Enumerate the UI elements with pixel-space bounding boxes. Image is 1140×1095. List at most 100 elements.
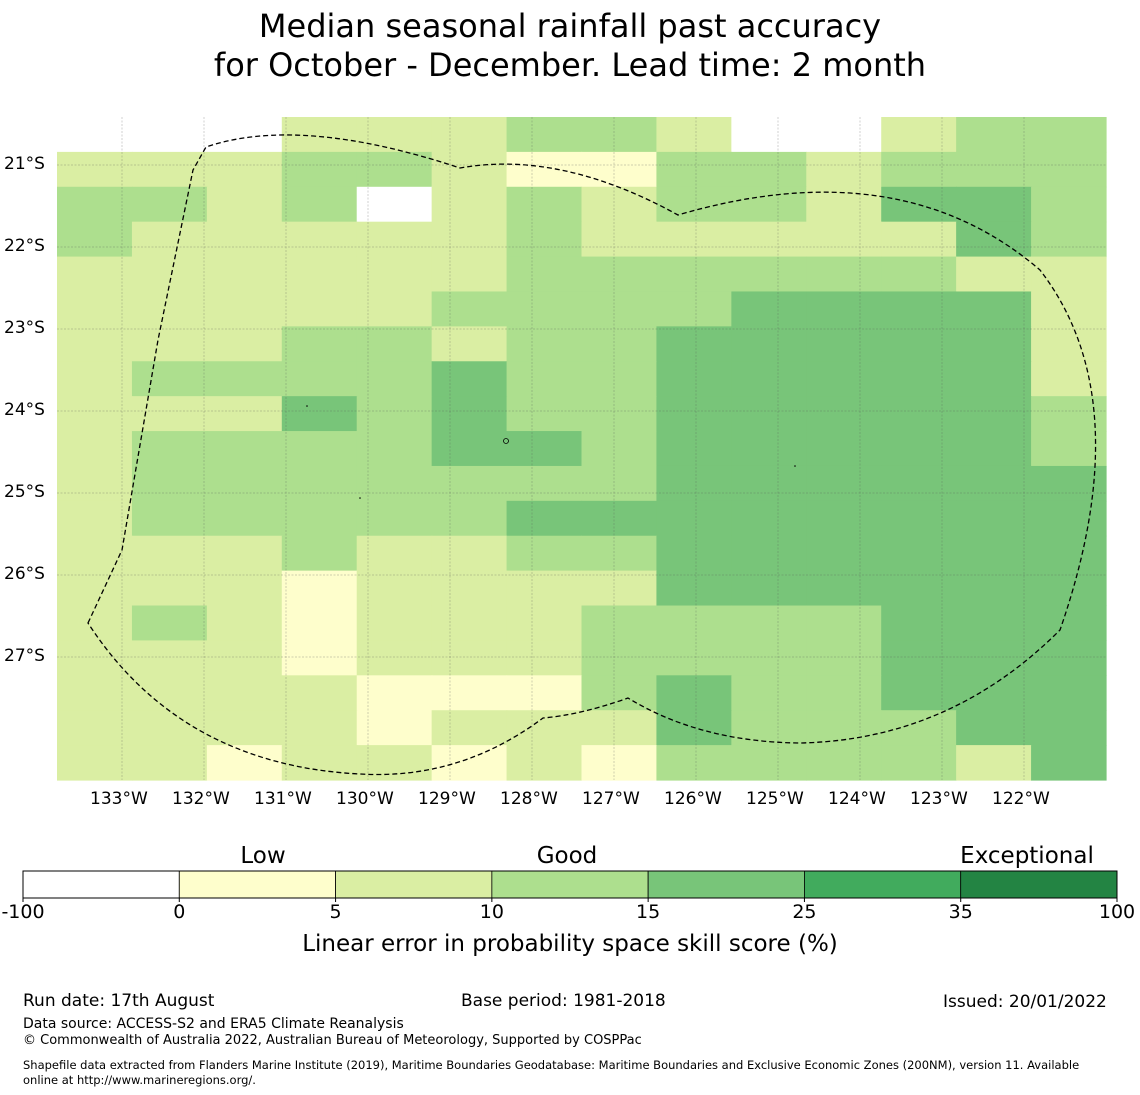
map-cell xyxy=(356,640,433,676)
colorbar-segment xyxy=(647,870,805,899)
map-cell xyxy=(281,396,358,432)
map-cell xyxy=(956,675,1032,711)
map-cell xyxy=(1031,535,1107,572)
map-cell xyxy=(57,117,133,153)
map-cell xyxy=(206,151,283,188)
map-cell xyxy=(731,326,807,362)
map-cell xyxy=(1031,710,1107,746)
map-cell xyxy=(131,326,208,362)
map-cell xyxy=(581,465,658,502)
map-cell xyxy=(57,605,133,642)
map-cell xyxy=(506,710,583,746)
map-cell xyxy=(731,710,807,746)
map-cell xyxy=(281,291,358,327)
colorbar-segment xyxy=(178,870,336,899)
map-cell xyxy=(506,361,583,397)
colorbar-segment xyxy=(804,870,962,899)
map-cell xyxy=(581,535,658,572)
map-cell xyxy=(356,186,433,223)
colorbar-tick-label: 15 xyxy=(636,901,661,923)
map-cell xyxy=(956,151,1032,188)
map-cell xyxy=(806,605,882,642)
map-cell xyxy=(431,117,508,153)
map-cell xyxy=(356,117,433,153)
map-cell xyxy=(431,745,508,781)
map-cell xyxy=(281,500,358,537)
colorbar-tick-label: 0 xyxy=(173,901,186,923)
map-cell xyxy=(131,605,208,642)
map-cell xyxy=(131,465,208,502)
map-cell xyxy=(206,465,283,502)
map-cell xyxy=(431,396,508,432)
map-cell xyxy=(281,640,358,676)
colorbar-frame xyxy=(22,870,1118,899)
map-cell xyxy=(57,710,133,746)
map-cell xyxy=(731,465,807,502)
map-cell xyxy=(806,256,882,293)
map-cell xyxy=(206,605,283,642)
map-cell xyxy=(57,221,133,258)
map-cell xyxy=(1031,675,1107,711)
colorbar-tick-label: 100 xyxy=(1098,901,1136,923)
map-cell xyxy=(431,291,508,327)
map-cell xyxy=(281,465,358,502)
map-cell xyxy=(57,186,133,223)
map-cell xyxy=(506,291,583,327)
map-cell xyxy=(356,221,433,258)
map-cell xyxy=(356,326,433,362)
map-cell xyxy=(506,465,583,502)
map-cell xyxy=(881,570,957,607)
latitude-label: 22°S xyxy=(4,236,45,256)
map-cell xyxy=(431,535,508,572)
map-cell xyxy=(206,431,283,467)
map-cell xyxy=(356,396,433,432)
map-cell xyxy=(431,500,508,537)
map-cell xyxy=(206,396,283,432)
map-cell xyxy=(281,186,358,223)
map-cell xyxy=(581,605,658,642)
map-cell xyxy=(956,117,1032,153)
map-cell xyxy=(431,326,508,362)
map-cell xyxy=(581,396,658,432)
map-cell xyxy=(356,535,433,572)
copyright: © Commonwealth of Australia 2022, Austra… xyxy=(23,1033,642,1048)
map-cell xyxy=(656,186,732,223)
map-cell xyxy=(1031,605,1107,642)
map-cell xyxy=(806,710,882,746)
map-cell xyxy=(806,291,882,327)
map-cell xyxy=(431,186,508,223)
map-cell xyxy=(57,675,133,711)
map-cell xyxy=(956,361,1032,397)
longitude-label: 124°W xyxy=(828,789,886,809)
map-cell xyxy=(506,500,583,537)
map-cell xyxy=(581,570,658,607)
map-cell xyxy=(281,710,358,746)
map-cell xyxy=(281,745,358,781)
map-cell xyxy=(581,500,658,537)
map-cell xyxy=(356,675,433,711)
map-cell xyxy=(1031,186,1107,223)
map-cell xyxy=(806,326,882,362)
map-cell xyxy=(656,151,732,188)
map-cell xyxy=(731,675,807,711)
map-cell xyxy=(956,221,1032,258)
map-cell xyxy=(656,675,732,711)
map-cell xyxy=(581,151,658,188)
map-cell xyxy=(806,396,882,432)
map-cell xyxy=(656,465,732,502)
map-cell xyxy=(881,431,957,467)
map-cell xyxy=(281,117,358,153)
latitude-label: 25°S xyxy=(4,482,45,502)
map-cell xyxy=(57,570,133,607)
map-cell xyxy=(806,361,882,397)
map-cell xyxy=(131,431,208,467)
chart-title-line2: for October - December. Lead time: 2 mon… xyxy=(213,46,927,84)
map-cell xyxy=(281,221,358,258)
map-cell xyxy=(806,151,882,188)
map-cell xyxy=(956,256,1032,293)
map-cell xyxy=(1031,570,1107,607)
map-cell xyxy=(356,605,433,642)
colorbar-title: Linear error in probability space skill … xyxy=(302,931,838,957)
map-cell xyxy=(656,500,732,537)
map-cell xyxy=(881,640,957,676)
